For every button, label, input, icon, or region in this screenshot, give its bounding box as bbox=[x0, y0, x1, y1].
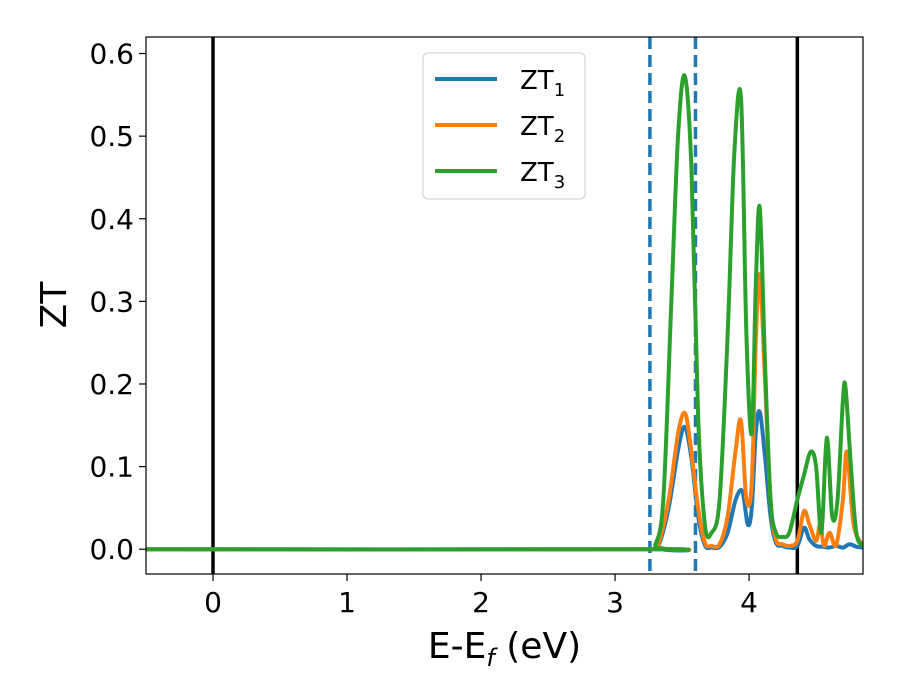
y-axis-label: ZT bbox=[34, 281, 75, 329]
vertical-reference-lines bbox=[211, 37, 800, 574]
y-tick-label: 0.2 bbox=[89, 368, 134, 401]
legend: ZT1 ZT2 ZT3 bbox=[422, 52, 586, 200]
y-tick-label: 0.3 bbox=[89, 285, 134, 318]
y-tick-label: 0.6 bbox=[89, 38, 134, 71]
x-tick-label: 0 bbox=[204, 586, 222, 619]
x-tick-label: 4 bbox=[740, 586, 758, 619]
plot-frame bbox=[145, 36, 864, 575]
legend-label-3: ZT3 bbox=[520, 158, 565, 193]
y-tick-label: 0.5 bbox=[89, 120, 134, 153]
x-tick-label: 3 bbox=[606, 586, 624, 619]
series-line-3 bbox=[146, 73, 863, 552]
y-tick-label: 0.1 bbox=[89, 451, 134, 484]
axis-ticks: 0 1 2 3 4 0.0 0.1 0.2 0.3 0.4 0.5 0.6 bbox=[89, 38, 758, 619]
x-axis-label-unit: (eV) bbox=[495, 626, 581, 667]
y-tick-label: 0.0 bbox=[89, 533, 134, 566]
x-axis-label-main: E-E bbox=[428, 626, 486, 667]
legend-box bbox=[422, 52, 586, 200]
legend-label-1: ZT1 bbox=[520, 66, 565, 101]
x-axis-label: E-Ef (eV) bbox=[428, 626, 581, 672]
series-lines bbox=[146, 73, 863, 553]
legend-label-2: ZT2 bbox=[520, 112, 565, 147]
x-tick-label: 2 bbox=[472, 586, 490, 619]
y-tick-label: 0.4 bbox=[89, 203, 134, 236]
x-tick-label: 1 bbox=[338, 586, 356, 619]
